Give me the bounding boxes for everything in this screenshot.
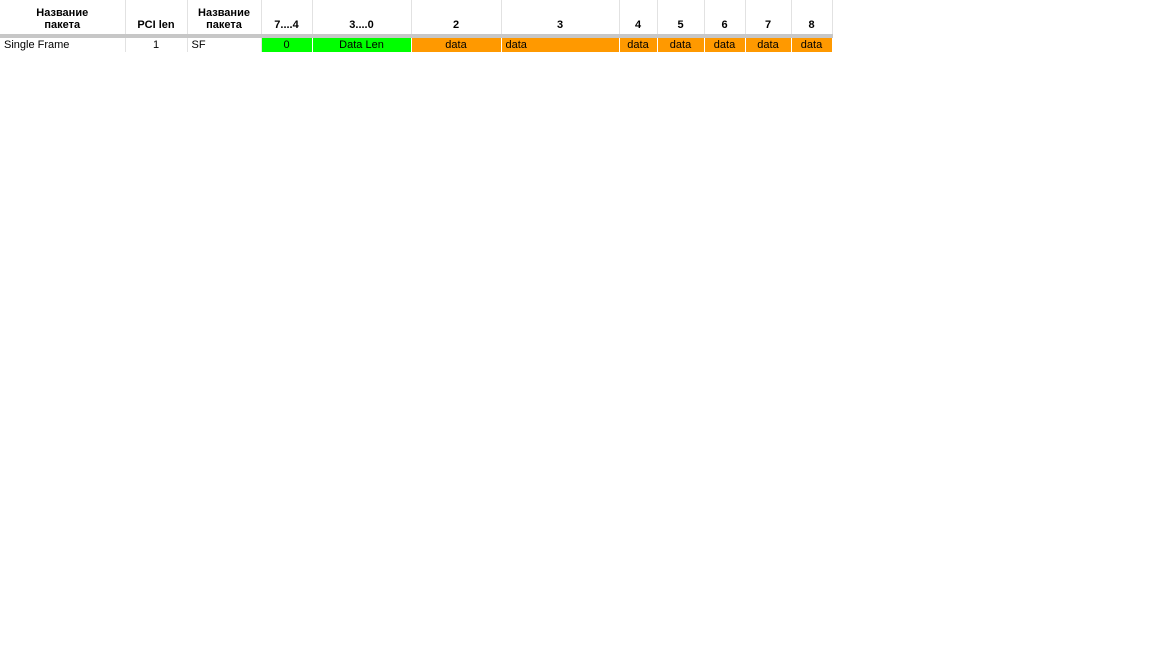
cell-bits-7-4[interactable]: 0 [261,38,313,52]
header-pci-len[interactable]: PCI len [125,0,188,34]
cell-byte-7[interactable]: data [745,38,792,52]
cell-packet-name[interactable]: Single Frame [0,38,126,52]
header-byte-2[interactable]: 2 [411,0,502,34]
cell-byte-5[interactable]: data [657,38,705,52]
cell-byte-6[interactable]: data [704,38,746,52]
cell-pci-len[interactable]: 1 [125,38,188,52]
cell-byte-4[interactable]: data [619,38,658,52]
header-packet-name[interactable]: Название пакета [0,0,126,34]
cell-byte-3[interactable]: data [501,38,620,52]
cell-bits-3-0[interactable]: Data Len [312,38,412,52]
header-byte-5[interactable]: 5 [657,0,705,34]
header-separator [0,34,833,38]
header-byte-4[interactable]: 4 [619,0,658,34]
header-row: Название пакета PCI len Название пакета … [0,0,833,34]
cell-packet-short-name[interactable]: SF [187,38,262,52]
spreadsheet-table-area: Название пакета PCI len Название пакета … [0,0,833,52]
header-byte-8[interactable]: 8 [791,0,833,34]
header-byte-3[interactable]: 3 [501,0,620,34]
header-byte-6[interactable]: 6 [704,0,746,34]
header-byte-7[interactable]: 7 [745,0,792,34]
header-packet-short-name[interactable]: Название пакета [187,0,262,34]
header-bits-3-0[interactable]: 3....0 [312,0,412,34]
cell-byte-2[interactable]: data [411,38,502,52]
frame-format-table: Название пакета PCI len Название пакета … [0,0,833,52]
header-bits-7-4[interactable]: 7....4 [261,0,313,34]
cell-byte-8[interactable]: data [791,38,833,52]
table-row: Single Frame 1 SF 0 Data Len data data d… [0,38,833,52]
